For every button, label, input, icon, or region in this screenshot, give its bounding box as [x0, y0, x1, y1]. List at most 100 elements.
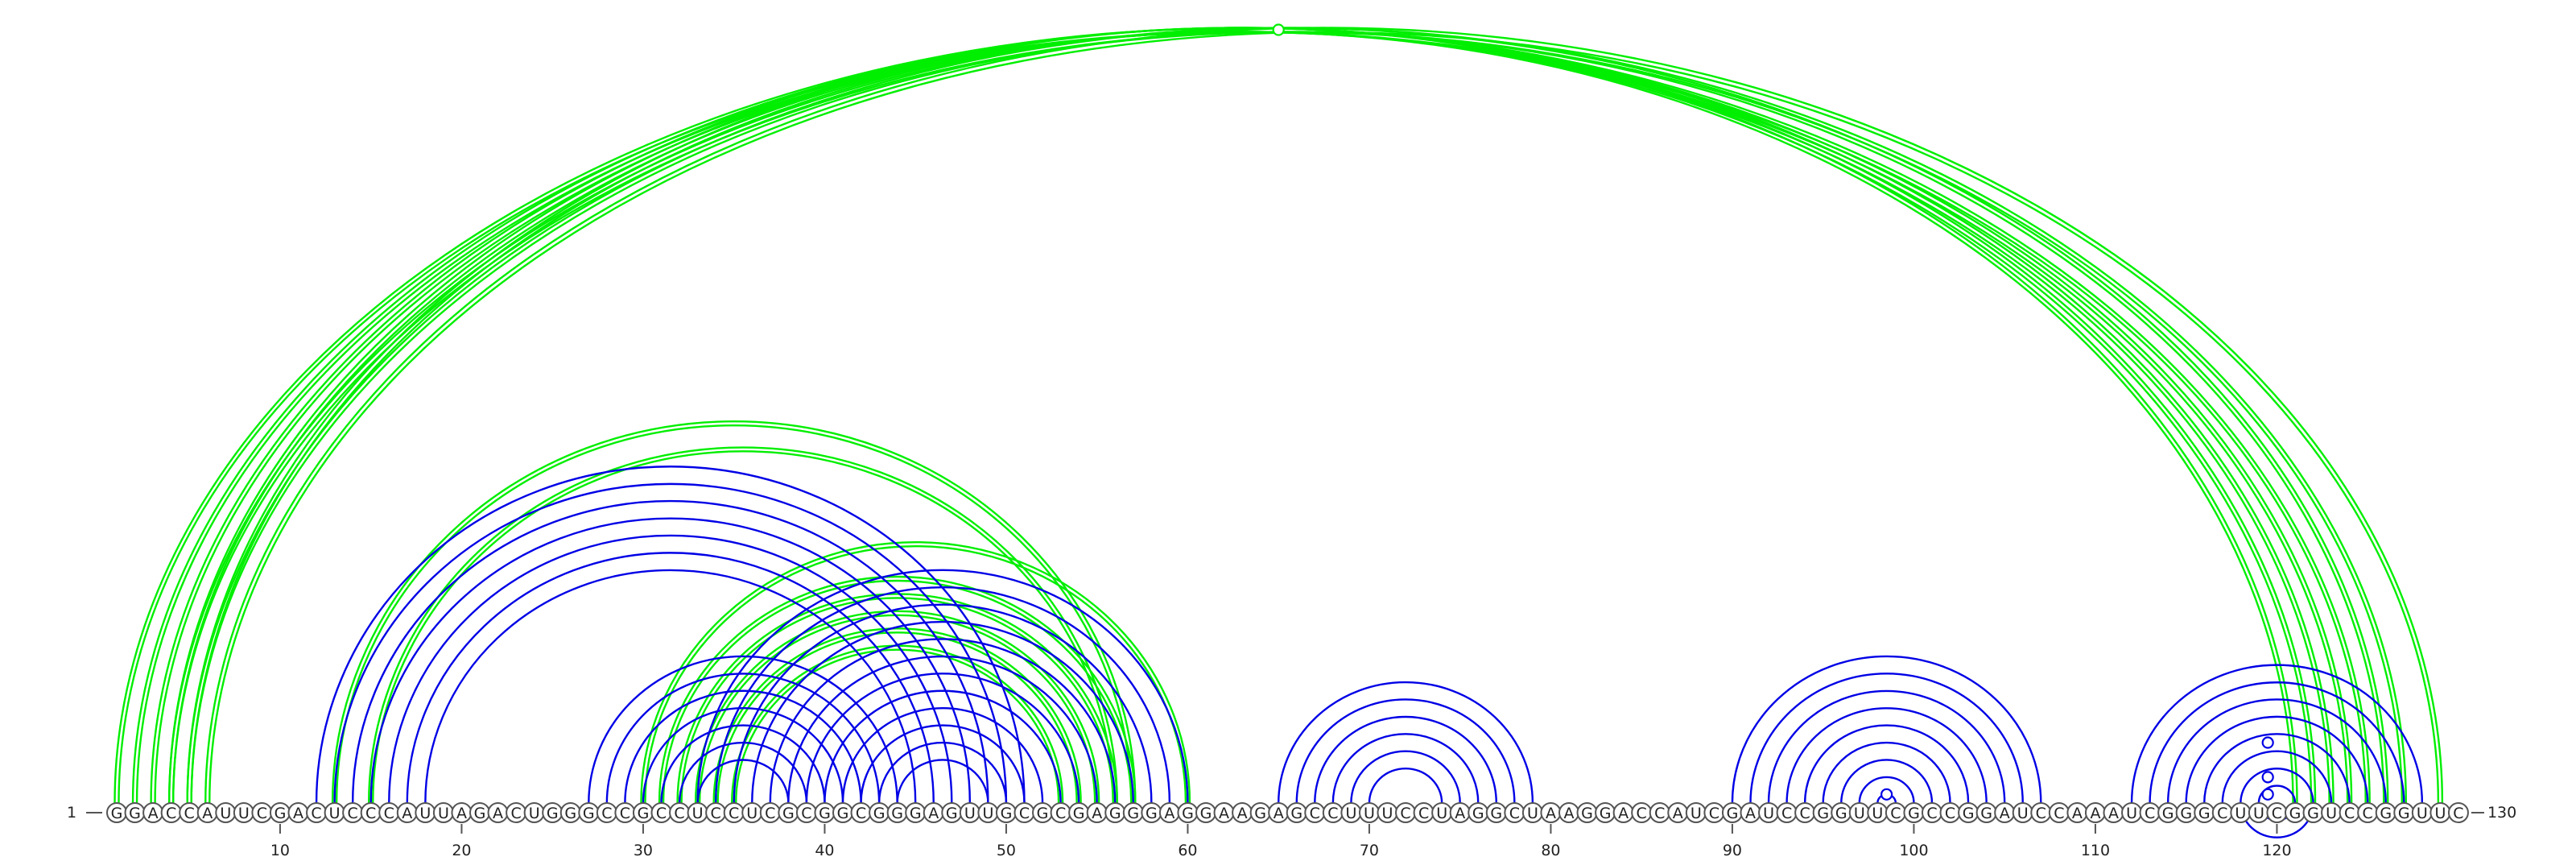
tick-110: 110	[2081, 824, 2110, 859]
nucleotide-letter: A	[1564, 805, 1575, 822]
tick-label: 80	[1541, 842, 1560, 857]
nucleotide-letter: A	[1745, 805, 1756, 822]
nucleotide-86: C	[1649, 802, 1670, 823]
nucleotide-letter: C	[2145, 805, 2155, 822]
tick-30: 30	[634, 824, 653, 859]
nucleotide-28: C	[596, 802, 617, 823]
base-pair-arc-93-104	[1785, 706, 1988, 804]
loop-marker-118-121	[2261, 771, 2274, 784]
nucleotide-117: C	[2211, 802, 2233, 823]
tick-label: 70	[1360, 842, 1379, 857]
nucleotide-21: G	[469, 802, 490, 823]
base-pair-arc-28-43	[605, 673, 881, 804]
base-pair-arc-95-102	[1822, 741, 1951, 804]
nucleotide-letter: U	[982, 805, 993, 822]
nucleotide-63: A	[1232, 802, 1253, 823]
nucleotide-50: G	[995, 802, 1017, 823]
nucleotide-letter: G	[1908, 805, 1920, 822]
nucleotide-90: G	[1721, 802, 1743, 823]
arcs-layer	[114, 27, 2444, 839]
nucleotide-letter: C	[711, 805, 721, 822]
interaction-arc-1-125-outer	[114, 27, 2371, 804]
nucleotide-102: C	[1939, 802, 1961, 823]
nucleotide-62: A	[1213, 802, 1235, 823]
nucleotide-8: U	[233, 802, 254, 823]
interaction-arc-15-56-inner	[372, 450, 1114, 804]
nucleotide-letter: G	[873, 805, 886, 822]
tick-70: 70	[1360, 824, 1379, 859]
end-index-label: 130	[2487, 804, 2516, 822]
base-pair-arc-112-128	[2130, 664, 2424, 804]
nucleotide-101: C	[1922, 802, 1942, 823]
nucleotide-41: G	[832, 802, 853, 823]
nucleotide-11: A	[287, 802, 309, 823]
nucleotide-45: G	[905, 802, 927, 823]
nucleotide-97: U	[1848, 802, 1870, 823]
nucleotide-letter: U	[1436, 805, 1447, 822]
nucleotide-letter: G	[1001, 805, 1013, 822]
nucleotide-letter: G	[1146, 805, 1158, 822]
nucleotide-110: A	[2084, 802, 2106, 823]
nucleotide-letter: A	[1092, 805, 1102, 822]
nucleotide-letter: C	[2217, 805, 2227, 822]
nucleotide-letter: A	[202, 805, 213, 822]
nucleotide-20: A	[451, 802, 473, 823]
nucleotide-letter: G	[2398, 805, 2410, 822]
base-pair-arc-39-54	[805, 673, 1080, 804]
nucleotide-13: U	[324, 802, 345, 823]
nucleotide-letter: G	[564, 805, 576, 822]
nucleotide-letter: G	[1073, 805, 1085, 822]
nucleotide-letter: G	[946, 805, 958, 822]
nucleotide-letter: C	[856, 805, 866, 822]
nucleotide-116: G	[2194, 802, 2215, 823]
nucleotide-4: C	[160, 802, 182, 823]
nucleotide-109: A	[2066, 802, 2088, 823]
base-pair-arc-27-44	[588, 655, 898, 804]
nucleotide-53: C	[1050, 802, 1071, 823]
nucleotide-78: C	[1504, 802, 1525, 823]
nucleotide-letter: G	[2180, 805, 2192, 822]
tick-90: 90	[1723, 824, 1742, 859]
nucleotide-letter: G	[2289, 805, 2301, 822]
nucleotide-7: U	[215, 802, 237, 823]
nucleotide-letter: G	[2198, 805, 2211, 822]
nucleotide-letter: U	[1690, 805, 1702, 822]
nucleotide-1: G	[106, 802, 127, 823]
nucleotide-128: U	[2411, 802, 2433, 823]
tick-label: 40	[815, 842, 834, 857]
base-pair-arc-68-76	[1331, 733, 1480, 804]
nucleotide-111: A	[2103, 802, 2124, 823]
nucleotide-circle	[2447, 802, 2469, 823]
nucleotide-letter: C	[1509, 805, 1520, 822]
base-pair-arc-34-59	[714, 586, 1171, 804]
base-pair-arc-97-100	[1858, 776, 1915, 804]
nucleotide-letter: G	[891, 805, 903, 822]
nucleotide-114: G	[2157, 802, 2179, 823]
interaction-arc-31-57-outer	[658, 575, 1137, 804]
nucleotide-letter: C	[1310, 805, 1320, 822]
nucleotide-100: G	[1903, 802, 1925, 823]
tick-label: 100	[1899, 842, 1928, 857]
nucleotide-17: A	[396, 802, 418, 823]
nucleotide-37: C	[759, 802, 781, 823]
tick-100: 100	[1899, 824, 1929, 859]
nucleotide-26: G	[559, 802, 581, 823]
nucleotide-60: G	[1177, 802, 1199, 823]
nucleotide-letter: U	[1382, 805, 1393, 822]
interaction-arc-34-54-inner	[716, 631, 1078, 804]
nucleotide-2: G	[124, 802, 146, 823]
nucleotide-14: C	[342, 802, 364, 823]
nucleotide-letter: C	[257, 805, 267, 822]
nucleotide-letter: A	[1546, 805, 1556, 822]
base-pair-arc-30-41	[642, 706, 844, 804]
nucleotide-33: U	[687, 802, 708, 823]
tick-10: 10	[270, 824, 290, 859]
base-pair-arc-66-78	[1295, 698, 1516, 804]
base-pair-arc-65-79	[1278, 681, 1534, 804]
nucleotide-94: C	[1794, 802, 1816, 823]
nucleotide-82: G	[1576, 802, 1598, 823]
nucleotide-letter: G	[1472, 805, 1484, 822]
base-pair-arc-16-47	[388, 534, 953, 804]
